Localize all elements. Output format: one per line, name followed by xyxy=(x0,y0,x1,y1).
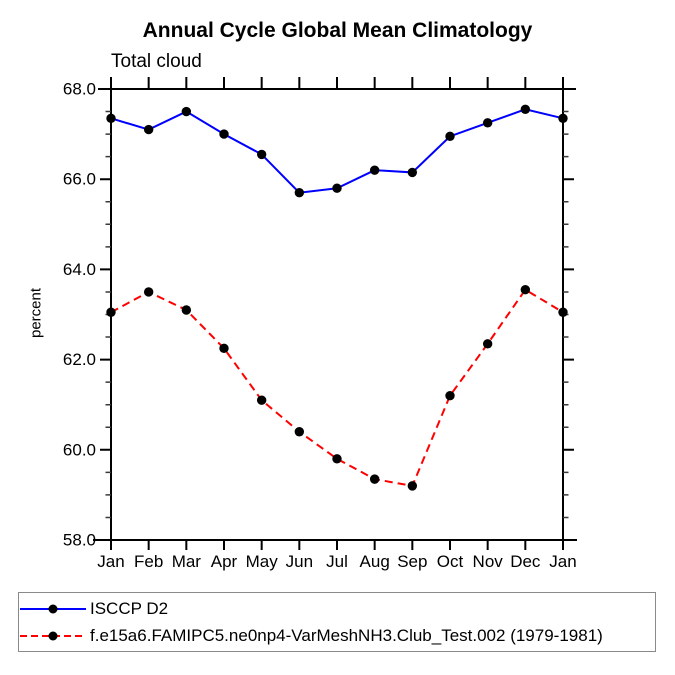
legend-label: ISCCP D2 xyxy=(90,598,169,618)
chart-title: Annual Cycle Global Mean Climatology xyxy=(142,19,533,42)
data-point-marker xyxy=(294,427,305,437)
data-point-marker xyxy=(445,390,455,401)
legend-marker-dot xyxy=(48,604,58,613)
y-tick-label: 66.0 xyxy=(63,170,96,189)
legend: ISCCP D2 f.e15a6.FAMIPC5.ne0np4-VarMeshN… xyxy=(18,592,656,652)
data-point-marker xyxy=(181,305,192,315)
data-point-marker xyxy=(106,113,116,124)
data-point-marker xyxy=(143,287,154,297)
y-tick-label: 68.0 xyxy=(63,80,96,99)
data-point-marker xyxy=(445,131,455,142)
x-tick-label: Sep xyxy=(397,552,427,571)
data-point-marker xyxy=(482,118,493,128)
data-point-marker xyxy=(369,474,380,484)
x-tick-label: Jun xyxy=(286,552,313,571)
data-point-marker xyxy=(181,106,192,117)
data-point-marker xyxy=(219,343,229,354)
y-tick-label: 58.0 xyxy=(63,531,96,550)
x-tick-label: Aug xyxy=(360,552,390,571)
data-point-marker xyxy=(219,129,229,139)
legend-line-sample-dashed xyxy=(20,631,86,640)
legend-line-sample-solid xyxy=(20,604,86,613)
data-point-marker xyxy=(558,307,568,317)
chart-subtitle: Total cloud xyxy=(111,51,202,72)
y-tick-label: 64.0 xyxy=(63,260,96,279)
data-point-marker xyxy=(143,124,154,135)
legend-item-isccp: ISCCP D2 xyxy=(19,598,655,620)
axis-frame xyxy=(110,88,564,541)
data-point-marker xyxy=(407,481,418,491)
data-point-marker xyxy=(332,454,342,464)
x-tick-label: May xyxy=(246,552,279,571)
x-tick-label: Mar xyxy=(172,552,202,571)
y-tick-label: 62.0 xyxy=(63,350,96,369)
data-point-marker xyxy=(369,165,380,175)
data-point-marker xyxy=(407,167,418,178)
legend-label: f.e15a6.FAMIPC5.ne0np4-VarMeshNH3.Club_T… xyxy=(90,625,603,645)
data-point-marker xyxy=(294,188,305,198)
data-point-marker xyxy=(558,113,568,124)
data-point-marker xyxy=(520,104,531,114)
data-point-marker xyxy=(106,307,116,317)
data-point-marker xyxy=(256,395,267,405)
series-line-0 xyxy=(110,108,564,194)
y-tick-label: 60.0 xyxy=(63,440,96,459)
x-tick-label: Oct xyxy=(437,552,464,571)
legend-marker-dot xyxy=(48,631,58,640)
data-point-marker xyxy=(520,284,531,295)
axis-overshoot xyxy=(93,88,577,541)
x-tick-label: Dec xyxy=(510,552,541,571)
data-point-marker xyxy=(482,339,493,349)
legend-item-model: f.e15a6.FAMIPC5.ne0np4-VarMeshNH3.Club_T… xyxy=(19,625,655,647)
x-tick-label: Feb xyxy=(134,552,163,571)
data-point-marker xyxy=(332,183,342,193)
x-tick-label: Nov xyxy=(473,552,504,571)
data-point-marker xyxy=(256,149,267,160)
x-tick-label: Jul xyxy=(326,552,348,571)
x-tick-label: Apr xyxy=(211,552,238,571)
x-tick-label: Jan xyxy=(97,552,124,571)
x-tick-label: Jan xyxy=(549,552,576,571)
